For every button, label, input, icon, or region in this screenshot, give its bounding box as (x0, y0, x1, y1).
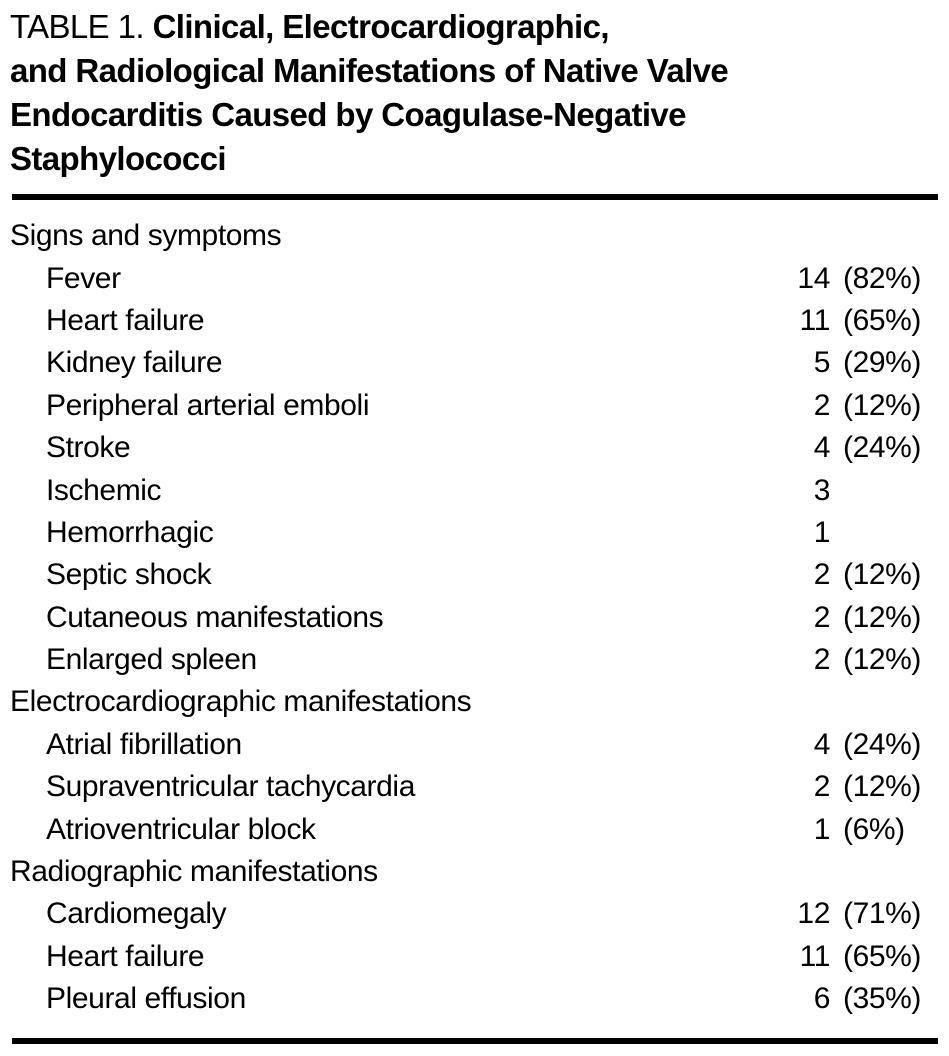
table-row: Heart failure 11 (65%) (10, 936, 941, 978)
row-label: Atrioventricular block (46, 812, 316, 846)
row-label: Peripheral arterial emboli (46, 388, 370, 422)
row-label: Cutaneous manifestations (46, 600, 384, 634)
row-count: 2 (813, 388, 831, 422)
row-count: 4 (813, 431, 831, 465)
row-label: Heart failure (46, 939, 205, 973)
row-count: 5 (813, 346, 831, 380)
row-label: Ischemic (46, 473, 162, 507)
row-label: Atrial fibrillation (46, 727, 242, 761)
table-row: Cardiomegaly 12 (71%) (10, 893, 941, 935)
row-label: Stroke (46, 431, 131, 465)
table-row: Enlarged spleen 2 (12%) (10, 639, 941, 681)
table-row: Cutaneous manifestations 2 (12%) (10, 597, 941, 639)
table-title-line: TABLE 1. Clinical, Electrocardiographic, (10, 5, 939, 49)
row-count: 11 (799, 939, 831, 973)
table-row: Atrioventricular block 1 (6%) (10, 808, 941, 850)
table-number-tag: TABLE 1. (10, 8, 145, 45)
row-value: 11 (65%) (788, 304, 941, 338)
row-count: 3 (813, 473, 831, 507)
row-value: 2 (12%) (788, 643, 941, 677)
row-value: 11 (65%) (788, 940, 941, 974)
table-row: Ischemic 3 (10, 469, 941, 511)
row-value: 1 (788, 516, 941, 550)
table-title: TABLE 1. Clinical, Electrocardiographic,… (0, 0, 949, 181)
row-value: 4 (24%) (788, 431, 941, 465)
row-label: Heart failure (46, 303, 205, 337)
row-value: 1 (6%) (788, 813, 941, 847)
table-body: Signs and symptoms Fever 14 (82%) Heart f… (10, 215, 941, 1020)
row-percent: (24%) (843, 727, 922, 761)
table-row: Stroke 4 (24%) (10, 427, 941, 469)
row-count: 4 (813, 727, 831, 761)
row-percent: (12%) (843, 600, 922, 634)
row-count: 6 (813, 982, 831, 1016)
row-value: 5 (29%) (788, 346, 941, 380)
table-row: Kidney failure 5 (29%) (10, 342, 941, 384)
table-row: Atrial fibrillation 4 (24%) (10, 724, 941, 766)
section-header-row: Electrocardiographic manifestations (10, 681, 941, 723)
row-value: 2 (12%) (788, 558, 941, 592)
table-row: Hemorrhagic 1 (10, 512, 941, 554)
row-count: 1 (813, 515, 831, 549)
row-count: 1 (813, 812, 831, 846)
row-count: 14 (797, 261, 830, 295)
bottom-rule (12, 1038, 938, 1045)
row-value: 4 (24%) (788, 728, 941, 762)
row-label: Enlarged spleen (46, 643, 257, 677)
table-row: Pleural effusion 6 (35%) (10, 978, 941, 1020)
table-title-line: Staphylococci (10, 140, 227, 177)
section-header-row: Radiographic manifestations (10, 851, 941, 893)
row-count: 2 (813, 600, 831, 634)
table-title-line: and Radiological Manifestations of Nativ… (10, 52, 729, 89)
row-percent: (12%) (843, 770, 922, 804)
row-value: 2 (12%) (788, 770, 941, 804)
table-title-line: Endocarditis Caused by Coagulase-Negativ… (10, 96, 687, 133)
row-percent: (12%) (843, 643, 922, 677)
row-count: 2 (813, 558, 831, 592)
row-label: Septic shock (46, 558, 212, 592)
row-percent: (71%) (843, 897, 922, 931)
row-label: Kidney failure (46, 346, 223, 380)
row-percent: (6%) (843, 812, 905, 846)
row-percent: (65%) (843, 939, 922, 973)
row-label: Supraventricular tachycardia (46, 770, 415, 804)
row-percent (843, 516, 941, 550)
row-value: 3 (788, 474, 941, 508)
row-value: 2 (12%) (788, 389, 941, 423)
table-title-text: Clinical, Electrocardiographic, (152, 8, 610, 45)
table-row: Heart failure 11 (65%) (10, 300, 941, 342)
row-label: Cardiomegaly (46, 897, 227, 931)
row-count: 2 (813, 770, 831, 804)
table-row: Supraventricular tachycardia 2 (12%) (10, 766, 941, 808)
row-count: 2 (813, 643, 831, 677)
section-header-row: Signs and symptoms (10, 215, 941, 257)
row-label: Fever (46, 261, 121, 295)
row-percent: (12%) (843, 558, 922, 592)
section-header: Electrocardiographic manifestations (10, 685, 472, 719)
row-count: 11 (799, 303, 831, 337)
table-row: Fever 14 (82%) (10, 257, 941, 299)
row-count: 12 (797, 897, 830, 931)
row-value: 12 (71%) (788, 897, 941, 931)
row-percent (843, 474, 941, 508)
row-value: 2 (12%) (788, 601, 941, 635)
row-percent: (82%) (843, 261, 922, 295)
section-header: Signs and symptoms (10, 219, 282, 253)
row-percent: (12%) (843, 388, 922, 422)
section-header: Radiographic manifestations (10, 855, 378, 889)
row-label: Hemorrhagic (46, 515, 214, 549)
row-percent: (65%) (843, 303, 922, 337)
row-percent: (35%) (843, 982, 922, 1016)
row-percent: (24%) (843, 431, 922, 465)
row-percent: (29%) (843, 346, 922, 380)
row-value: 14 (82%) (788, 262, 941, 296)
row-label: Pleural effusion (46, 982, 246, 1016)
top-rule (12, 194, 938, 200)
row-value: 6 (35%) (788, 982, 941, 1016)
table-row: Peripheral arterial emboli 2 (12%) (10, 385, 941, 427)
table-row: Septic shock 2 (12%) (10, 554, 941, 596)
